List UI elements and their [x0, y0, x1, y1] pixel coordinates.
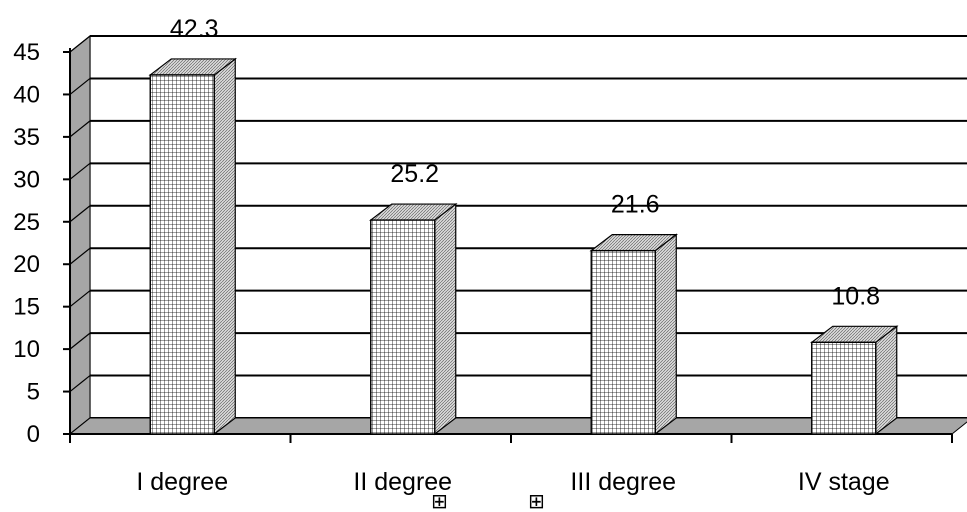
y-tick-label: 0 [27, 421, 40, 448]
y-tick-label: 30 [13, 166, 40, 193]
y-axis-ticks: 0 5 10 15 20 25 30 35 40 45 [13, 39, 70, 448]
bar [368, 202, 458, 436]
side-wall [69, 34, 91, 436]
chart-back-wall [69, 34, 967, 436]
x-category-label: I degree [136, 468, 228, 496]
bar-side [875, 325, 898, 436]
x-category-label: IV stage [798, 468, 890, 496]
grid-square-icon: ⊞ [431, 489, 448, 512]
y-tick-label: 35 [13, 124, 40, 151]
gridline-side [69, 205, 91, 223]
gridline-side [69, 247, 91, 265]
bar-front [590, 249, 656, 435]
x-axis-labels: I degree II degree III degree IV stage [136, 468, 889, 496]
gridline-side [69, 290, 91, 308]
grid-square-icon: ⊞ [528, 489, 545, 512]
bar-front [149, 74, 215, 435]
y-tick-label: 25 [13, 209, 40, 236]
axes [69, 48, 953, 443]
y-tick-label: 20 [13, 251, 40, 278]
bar-front [811, 341, 877, 435]
data-labels: 42.3 25.2 21.6 10.8 [170, 15, 880, 310]
data-label: 25.2 [390, 160, 439, 188]
data-label: 21.6 [611, 191, 660, 219]
bar [148, 57, 238, 436]
data-label: 10.8 [831, 282, 880, 310]
x-category-label: III degree [570, 468, 676, 496]
gridline-side [69, 35, 91, 53]
bar-side [434, 202, 457, 436]
y-tick-label: 15 [13, 294, 40, 321]
y-tick-label: 5 [27, 379, 40, 406]
bar [809, 325, 899, 436]
bars [148, 57, 899, 436]
y-tick-label: 45 [13, 39, 40, 66]
gridline-side [69, 332, 91, 350]
gridline-side [69, 77, 91, 95]
data-label: 42.3 [170, 15, 219, 43]
y-tick-label: 10 [13, 336, 40, 363]
bar-front [370, 219, 436, 435]
gridline-side [69, 162, 91, 180]
x-category-label: II degree [353, 468, 452, 496]
y-tick-label: 40 [13, 81, 40, 108]
bar-side [654, 233, 677, 436]
bar [589, 233, 679, 436]
legend: ⊞ ⊞ [431, 489, 545, 512]
gridlines [69, 35, 967, 435]
gridline-side [69, 375, 91, 393]
gridline-side [69, 120, 91, 138]
bar-side [213, 57, 236, 436]
